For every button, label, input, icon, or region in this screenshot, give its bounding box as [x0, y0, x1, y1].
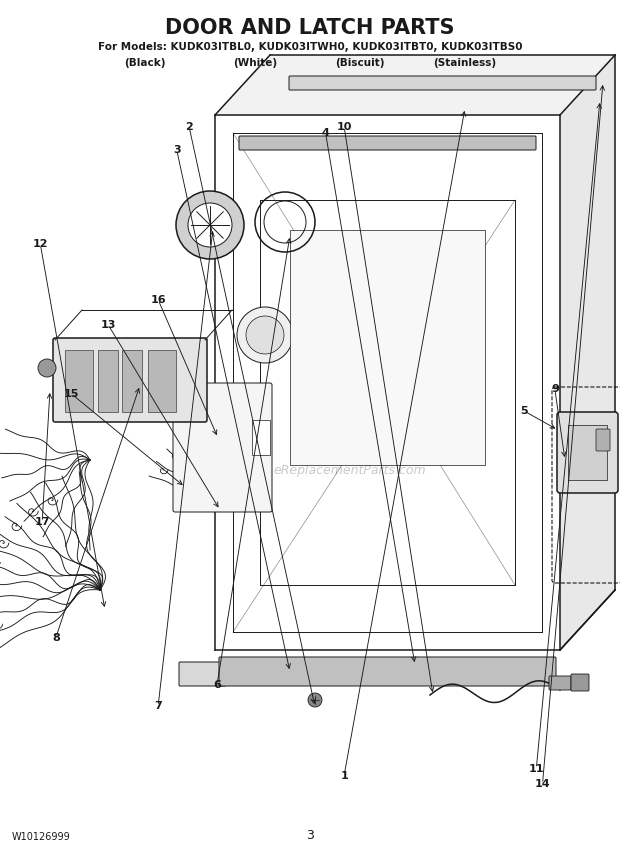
Bar [98, 350, 118, 412]
FancyBboxPatch shape [289, 76, 596, 90]
Text: DOOR AND LATCH PARTS: DOOR AND LATCH PARTS [166, 18, 454, 38]
Text: 10: 10 [337, 122, 352, 132]
Bar [252, 420, 270, 455]
Polygon shape [215, 55, 615, 115]
FancyBboxPatch shape [571, 674, 589, 691]
Circle shape [237, 307, 293, 363]
Text: 1: 1 [340, 770, 348, 781]
Text: 7: 7 [154, 701, 162, 711]
Text: 3: 3 [173, 145, 180, 155]
Text: 3: 3 [306, 829, 314, 842]
Bar [290, 230, 485, 465]
Text: 14: 14 [534, 779, 551, 789]
Bar [568, 425, 607, 480]
Circle shape [176, 191, 244, 259]
Circle shape [246, 316, 284, 354]
Text: W10126999: W10126999 [12, 832, 71, 842]
Text: (Stainless): (Stainless) [433, 58, 497, 68]
FancyBboxPatch shape [549, 676, 571, 690]
FancyBboxPatch shape [239, 136, 536, 150]
Text: 17: 17 [35, 517, 50, 527]
Text: 5: 5 [520, 406, 528, 416]
Text: 2: 2 [185, 122, 193, 132]
Text: 9: 9 [551, 384, 559, 395]
Circle shape [38, 359, 56, 377]
Polygon shape [560, 55, 615, 650]
Text: 16: 16 [150, 294, 166, 305]
Text: 13: 13 [101, 320, 116, 330]
Text: (Biscuit): (Biscuit) [335, 58, 385, 68]
Text: 12: 12 [33, 239, 48, 249]
Circle shape [188, 203, 232, 247]
FancyBboxPatch shape [219, 657, 556, 686]
Text: (White): (White) [233, 58, 277, 68]
FancyBboxPatch shape [596, 429, 610, 451]
FancyBboxPatch shape [557, 412, 618, 493]
Circle shape [308, 693, 322, 707]
Text: 4: 4 [322, 128, 329, 138]
Text: 15: 15 [64, 389, 79, 399]
Bar [65, 350, 93, 412]
Bar [122, 350, 142, 412]
Text: For Models: KUDK03ITBL0, KUDK03ITWH0, KUDK03ITBT0, KUDK03ITBS0: For Models: KUDK03ITBL0, KUDK03ITWH0, KU… [98, 42, 522, 52]
Bar [148, 350, 176, 412]
Text: (Black): (Black) [124, 58, 166, 68]
Text: 6: 6 [213, 680, 221, 690]
Text: 8: 8 [52, 633, 60, 643]
FancyBboxPatch shape [53, 338, 207, 422]
FancyBboxPatch shape [173, 383, 272, 512]
Text: eReplacementParts.com: eReplacementParts.com [273, 463, 427, 477]
FancyBboxPatch shape [179, 662, 226, 686]
Text: 11: 11 [528, 764, 544, 774]
